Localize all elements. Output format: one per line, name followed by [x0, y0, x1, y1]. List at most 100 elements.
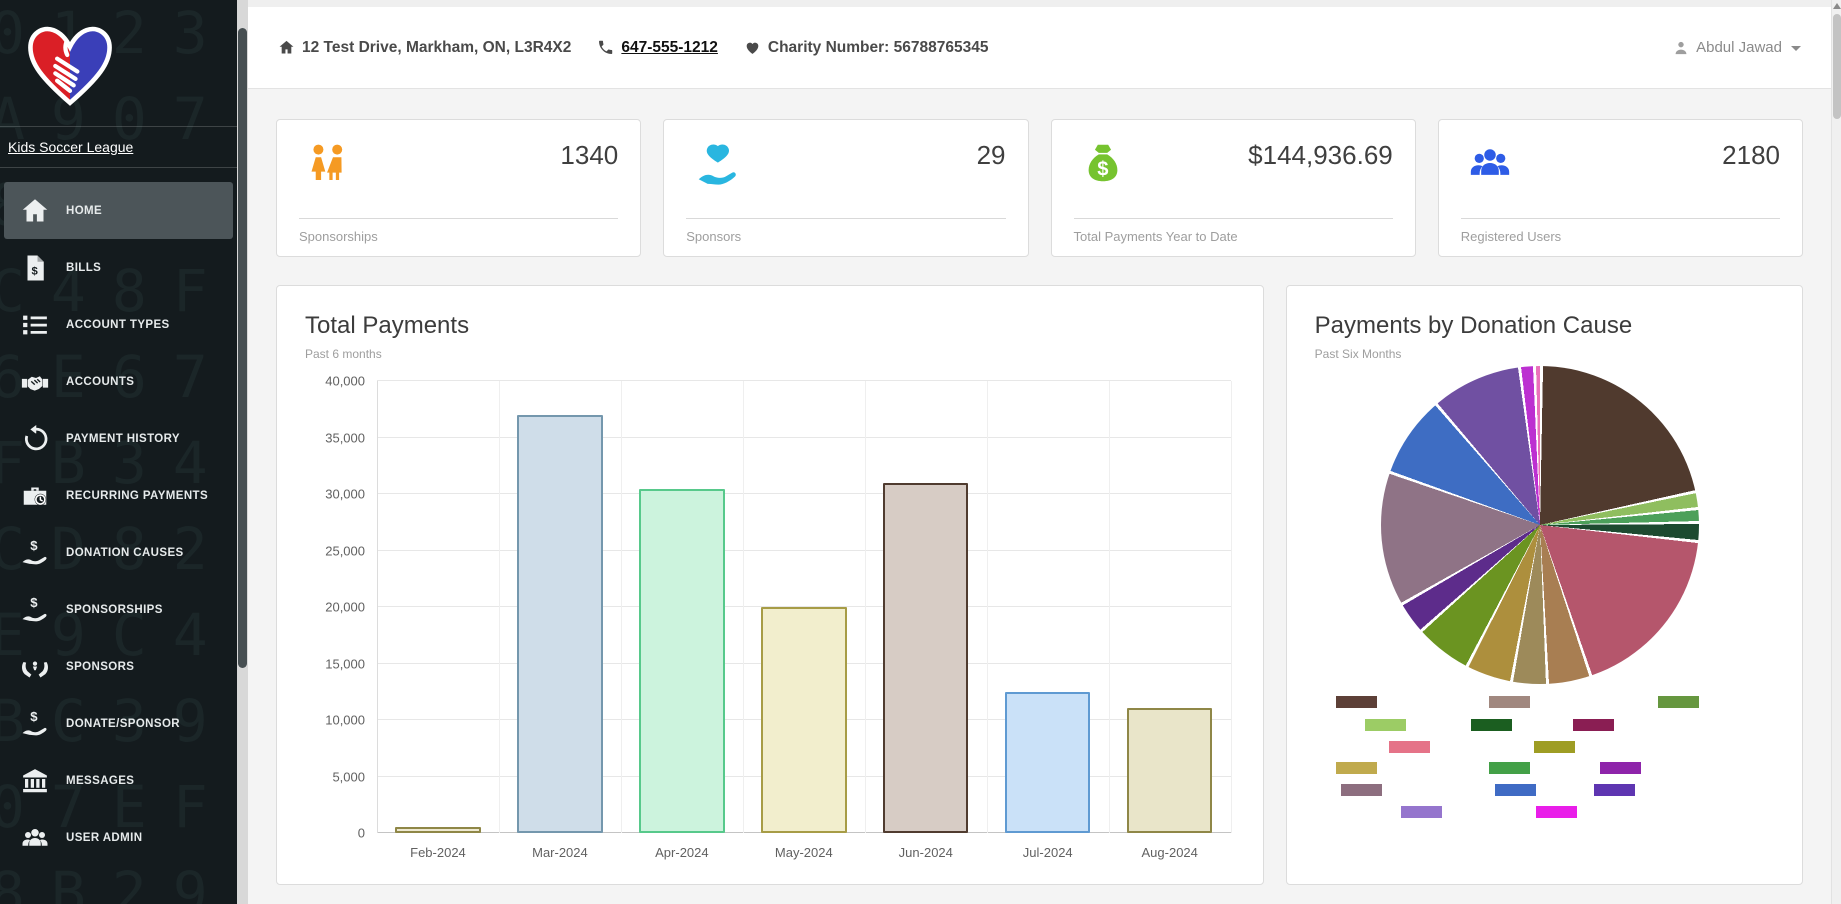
legend-swatch: [1400, 806, 1442, 818]
vertical-gridline: [864, 381, 866, 833]
stat-card-registered-users: 2180 Registered Users: [1437, 119, 1803, 257]
sidebar-item-label: SPONSORSHIPS: [66, 603, 163, 616]
org-name-link[interactable]: Kids Soccer League: [8, 139, 134, 155]
page-scrollbar[interactable]: [1831, 0, 1841, 904]
briefcase-clock-icon: [18, 480, 52, 512]
charity-logo: [24, 14, 116, 118]
legend-swatch: [1494, 784, 1536, 796]
charts-row: Total Payments Past 6 months 0 5,000 10,00…: [276, 285, 1803, 885]
vertical-gridline: [742, 381, 744, 833]
chart-title: Total Payments: [305, 312, 470, 339]
hands-holding-child-icon: [18, 651, 52, 683]
pie: [1380, 366, 1699, 684]
bar-column: [499, 381, 621, 833]
top-strip: [248, 0, 1831, 7]
dashboard-content: 1340 Sponsorships 29 Sponsors $144,936.6…: [248, 89, 1831, 885]
sidebar-item-label: PAYMENT HISTORY: [66, 432, 180, 445]
sidebar-item-sponsors[interactable]: SPONSORS: [0, 638, 237, 695]
stat-value: 2180: [1722, 140, 1780, 170]
scroll-up-arrow-icon[interactable]: [1833, 3, 1841, 9]
y-axis-tick-label: 30,000: [325, 486, 365, 502]
history-clock-icon: [18, 423, 52, 455]
y-axis-tick-label: 20,000: [325, 599, 365, 615]
sidebar-item-donate-sponsor[interactable]: DONATE/SPONSOR: [0, 695, 237, 752]
vertical-gridline: [498, 381, 500, 833]
legend-swatch: [1340, 784, 1382, 796]
charity-number-item: Charity Number: 56788765345: [744, 38, 989, 57]
y-axis-tick-label: 0: [357, 825, 365, 841]
sidebar-item-bills[interactable]: BILLS: [0, 239, 237, 296]
stat-value: 1340: [560, 140, 619, 170]
sidebar-item-user-admin[interactable]: USER ADMIN: [0, 809, 237, 866]
sidebar-item-label: HOME: [66, 204, 103, 217]
address-item: 12 Test Drive, Markham, ON, L3R4X2: [278, 39, 571, 57]
vertical-gridline: [377, 381, 378, 833]
bar-column: [621, 381, 743, 833]
children-icon: [299, 140, 371, 186]
sidebar-item-payment-history[interactable]: PAYMENT HISTORY: [0, 410, 237, 467]
sidebar-scrollbar[interactable]: [237, 0, 248, 904]
main-area: 12 Test Drive, Markham, ON, L3R4X2 647-5…: [248, 0, 1831, 904]
hand-heart-icon: [686, 140, 758, 186]
bar-may-2024: [761, 607, 847, 833]
sidebar-item-home[interactable]: HOME: [4, 182, 233, 239]
phone-link[interactable]: 647-555-1212: [621, 38, 718, 56]
charity-number-text: Charity Number: 56788765345: [767, 38, 989, 56]
sidebar-item-accounts[interactable]: ACCOUNTS: [0, 353, 237, 410]
bar-jun-2024: [883, 482, 969, 833]
page-scrollbar-thumb[interactable]: [1833, 14, 1841, 119]
gridline: [377, 380, 1231, 381]
list-icon: [18, 309, 52, 341]
divider: [299, 218, 619, 219]
bar-feb-2024: [395, 827, 481, 833]
bar-column: [1109, 381, 1231, 833]
users-group-icon: [1461, 140, 1533, 186]
y-axis-tick-label: 10,000: [325, 712, 365, 728]
y-axis-tick-label: 15,000: [325, 656, 365, 671]
home-icon: [18, 195, 52, 227]
sidebar-scrollbar-thumb[interactable]: [238, 28, 247, 668]
person-icon: [1675, 41, 1687, 54]
bar-chart-x-labels: Feb-2024 Mar-2024 Apr-2024 May-2024 Jun-2024…: [377, 845, 1231, 860]
x-axis-tick-label: May-2024: [774, 845, 833, 860]
sidebar-item-donation-causes[interactable]: DONATION CAUSES: [0, 524, 237, 581]
house-icon: [279, 40, 294, 54]
sidebar-item-account-types[interactable]: ACCOUNT TYPES: [0, 296, 237, 353]
legend-swatch: [1488, 762, 1530, 774]
vertical-gridline: [986, 381, 988, 833]
gridline: [377, 493, 1231, 494]
x-axis-tick-label: Jun-2024: [898, 845, 953, 860]
invoice-dollar-icon: [18, 252, 52, 284]
sidebar: 0123A9078E2BC48F6E67FB34CD82E9C4BC3907EF…: [0, 0, 237, 904]
sidebar-item-label: RECURRING PAYMENTS: [66, 489, 209, 502]
bar-column: [987, 381, 1109, 833]
sidebar-item-label: DONATION CAUSES: [66, 546, 184, 559]
sidebar-divider: [0, 167, 237, 168]
bar-chart: 0 5,000 10,000 15,000 20,000 25,000 30,000 35,0…: [305, 374, 1235, 860]
divider: [686, 218, 1006, 219]
topbar: 12 Test Drive, Markham, ON, L3R4X2 647-5…: [248, 7, 1831, 89]
sidebar-item-messages[interactable]: MESSAGES: [0, 752, 237, 809]
stat-label: Registered Users: [1460, 229, 1562, 244]
users-group-icon: [18, 822, 52, 854]
chart-subtitle: Past Six Months: [1314, 347, 1402, 361]
bar-chart-plot: 0 5,000 10,000 15,000 20,000 25,000 30,000 35,0…: [325, 374, 1232, 841]
bar-apr-2024: [639, 489, 725, 833]
stat-value: $144,936.69: [1248, 140, 1393, 170]
chart-title: Payments by Donation Cause: [1314, 312, 1633, 339]
hand-holding-dollar-icon: [18, 594, 52, 626]
legend-swatch: [1364, 719, 1406, 731]
sidebar-item-sponsorships[interactable]: SPONSORSHIPS: [0, 581, 237, 638]
chevron-down-icon: [1791, 46, 1801, 51]
vertical-gridline: [1108, 381, 1110, 833]
legend-swatch: [1593, 784, 1635, 796]
sidebar-item-label: SPONSORS: [66, 660, 135, 673]
stat-cards-row: 1340 Sponsorships 29 Sponsors $144,936.6…: [276, 119, 1803, 257]
sidebar-item-label: MESSAGES: [66, 774, 135, 787]
user-menu[interactable]: Abdul Jawad: [1672, 39, 1801, 57]
sidebar-item-recurring-payments[interactable]: RECURRING PAYMENTS: [0, 467, 237, 524]
sidebar-item-label: BILLS: [66, 261, 102, 274]
gridline: [377, 549, 1231, 551]
bar-column: [377, 381, 499, 833]
legend-swatch: [1599, 762, 1641, 774]
